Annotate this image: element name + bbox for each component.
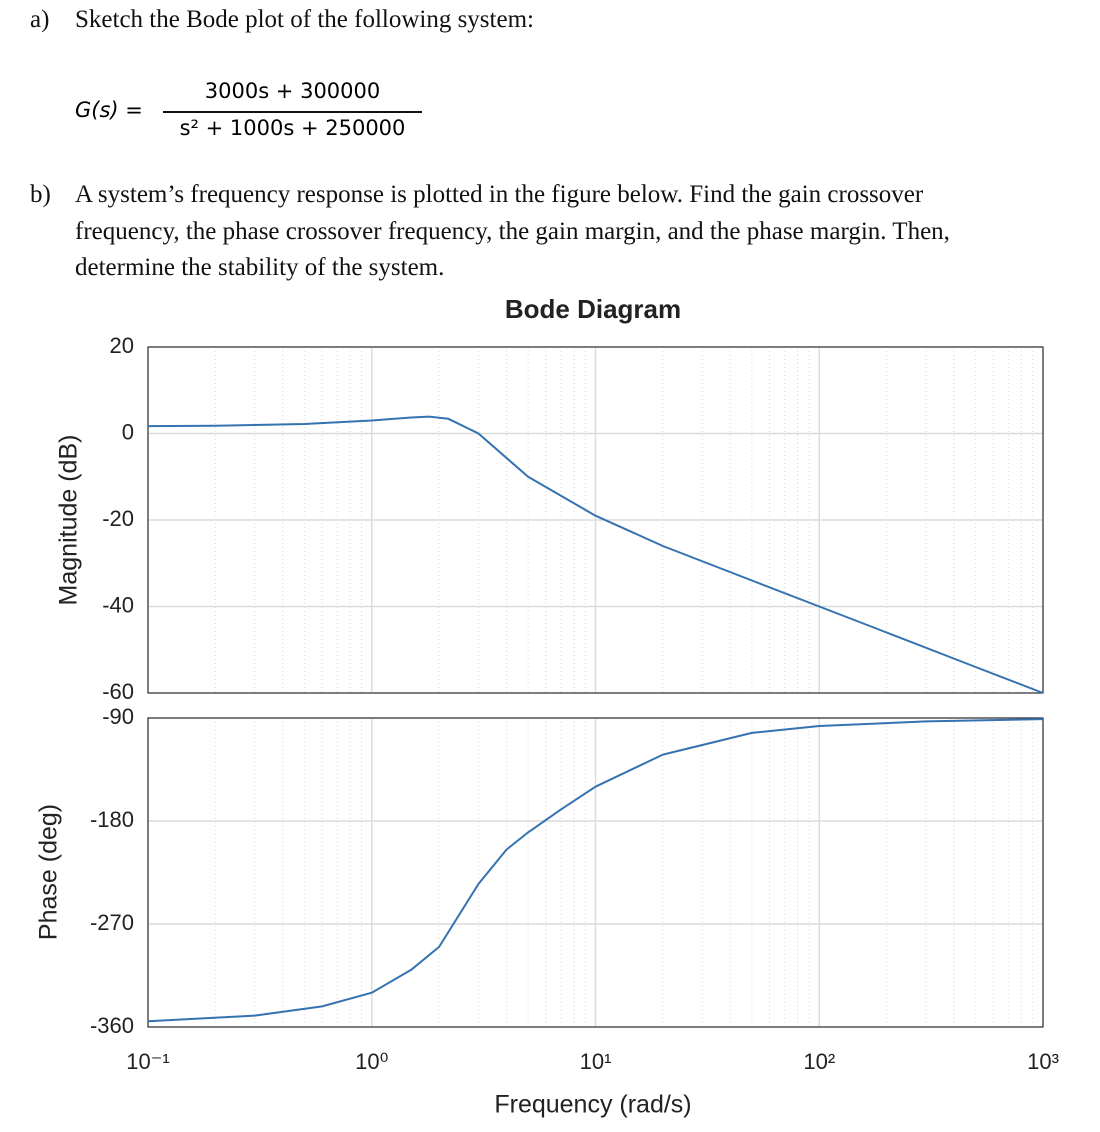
fraction-bar (163, 111, 422, 113)
x-tick-label: 10⁻¹ (126, 1049, 169, 1074)
x-tick-label: 10¹ (580, 1049, 612, 1074)
formula-numerator: 3000s + 300000 (204, 79, 381, 103)
x-axis-label: Frequency (rad/s) (494, 1091, 691, 1119)
y-tick-label: -60 (102, 679, 134, 704)
part-a-text: Sketch the Bode plot of the following sy… (75, 6, 534, 33)
y-tick-label: 20 (110, 333, 134, 358)
x-tick-label: 10⁰ (355, 1049, 388, 1074)
formula-lhs: G(s) = (75, 98, 143, 122)
chart-title: Bode Diagram (505, 294, 681, 324)
formula-denominator: s² + 1000s + 250000 (179, 116, 406, 140)
plot-frame (147, 717, 1044, 1028)
plot-frame (147, 346, 1044, 694)
y-axis-label: Magnitude (dB) (55, 435, 83, 606)
part-b-label: b) (30, 181, 51, 208)
y-tick-label: -90 (102, 704, 134, 729)
y-tick-label: -40 (102, 592, 134, 617)
y-tick-label: 0 (122, 419, 134, 444)
part-b-line: A system’s frequency response is plotted… (75, 181, 924, 208)
y-axis-label: Phase (deg) (35, 804, 63, 940)
part-a-label: a) (30, 6, 50, 33)
curve (147, 718, 1044, 1023)
curve (147, 415, 1044, 694)
y-tick-label: -360 (90, 1013, 134, 1038)
y-tick-label: -270 (90, 910, 134, 935)
x-tick-label: 10² (803, 1049, 835, 1074)
y-tick-label: -180 (90, 807, 134, 832)
y-tick-label: -20 (102, 506, 134, 531)
part-b-line: frequency, the phase crossover frequency… (75, 218, 950, 245)
x-tick-label: 10³ (1027, 1049, 1059, 1074)
part-b-line: determine the stability of the system. (75, 254, 445, 281)
